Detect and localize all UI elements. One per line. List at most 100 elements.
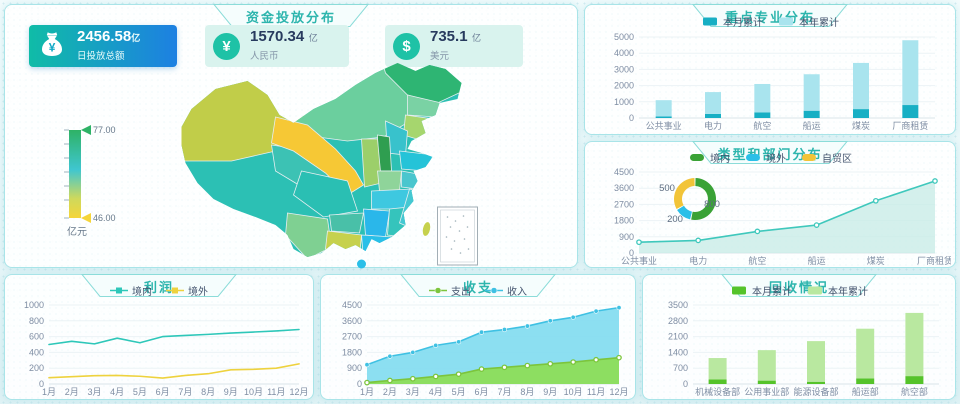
svg-text:公共事业: 公共事业 [646, 120, 682, 131]
legend-item[interactable]: 支出 [429, 283, 471, 298]
svg-text:¥: ¥ [49, 40, 56, 54]
kpi-unit: 亿 [472, 32, 482, 43]
province-guangdong[interactable] [361, 234, 394, 259]
svg-text:6月: 6月 [475, 387, 489, 397]
visualmap-handle-min[interactable] [81, 213, 91, 223]
legend-item[interactable]: 境外 [166, 283, 208, 298]
legend-label: 境外 [766, 154, 786, 165]
visualmap-max: 77.00 [93, 125, 116, 135]
panel-title: 资金投放分布 [245, 10, 336, 25]
kpi-value: 2456.58 [77, 27, 132, 45]
panel-balance: 收支 支出 收入 0 900 1800 2700 3600 4500 1月 2月 3月 4月 5月 6月… [320, 274, 636, 400]
kpi-label: 人民币 [250, 51, 279, 62]
kpi-unit: 亿 [308, 32, 318, 43]
profit-chart[interactable]: 0 200 400 600 800 1000 1月 2月 3月 4月 5月 6月 7月 8月 9月 10月 11… [11, 299, 309, 397]
legend-item[interactable]: 收入 [485, 283, 527, 298]
svg-text:4月: 4月 [110, 387, 124, 397]
panel-profit: 利润 境内 境外 0 200 400 600 800 1000 1月 2月 3月 4月 5月 6月 7月 8… [4, 274, 314, 400]
svg-text:1800: 1800 [342, 347, 362, 357]
province-shandong[interactable] [399, 150, 435, 172]
panel-funds: 资金投放分布 ¥ 2456.58亿 日投放总额 ¥ 1570.34 亿 人民币 … [4, 4, 578, 269]
svg-text:电力: 电力 [704, 120, 722, 131]
visualmap-handle-max[interactable] [81, 125, 91, 135]
legend-label: 支出 [451, 287, 471, 298]
province-guizhou[interactable] [329, 212, 364, 234]
svg-text:400: 400 [29, 347, 44, 357]
legend-item[interactable]: 本年累计 [806, 283, 868, 298]
legend-item[interactable]: 本月累计 [730, 283, 792, 298]
svg-text:公用事业部: 公用事业部 [744, 386, 789, 397]
legend-label: 本月累计 [723, 18, 763, 29]
legend-label: 本年累计 [828, 287, 868, 298]
visualmap-min: 46.00 [93, 213, 116, 223]
svg-text:航空: 航空 [748, 255, 766, 266]
province-gansu[interactable] [271, 116, 365, 196]
province-hainan[interactable] [357, 259, 366, 269]
svg-text:200: 200 [29, 363, 44, 373]
svg-text:900: 900 [619, 232, 634, 242]
province-henan[interactable] [377, 170, 402, 192]
province-jiangsu[interactable] [401, 170, 425, 190]
svg-text:2月: 2月 [383, 387, 397, 397]
majors-chart[interactable]: 0 1000 2000 3000 4000 5000 公共事业 电力 航空 船运 煤炭 厂商租赁 [591, 31, 951, 131]
panel-title: 收支 [462, 280, 493, 295]
svg-text:船运: 船运 [803, 120, 821, 131]
svg-text:3月: 3月 [406, 387, 420, 397]
province-yunnan[interactable] [285, 212, 332, 259]
svg-text:700: 700 [673, 363, 688, 373]
visualmap-unit: 亿元 [67, 225, 87, 238]
profit-legend: 境内 境外 [5, 283, 313, 298]
svg-text:0: 0 [39, 379, 44, 389]
svg-text:10月: 10月 [244, 387, 263, 397]
svg-text:厂商租赁: 厂商租赁 [892, 120, 928, 131]
china-map[interactable] [173, 59, 518, 274]
legend-label: 本年累计 [799, 18, 839, 29]
legend-item[interactable]: 境内 [688, 150, 730, 165]
legend-item[interactable]: 自贸区 [800, 150, 852, 165]
panel-recovery: 回收情况 本月累计 本年累计 0 700 1400 2100 2800 3500 机械设备部公… [642, 274, 956, 400]
svg-text:0: 0 [629, 248, 634, 258]
dollar-icon: $ [393, 32, 420, 60]
types-legend: 境内 境外 自贸区 [585, 150, 955, 165]
svg-text:11月: 11月 [267, 387, 285, 397]
svg-text:2700: 2700 [614, 199, 634, 209]
legend-item[interactable]: 本月累计 [701, 14, 763, 29]
legend-item[interactable]: 本年累计 [777, 14, 839, 29]
svg-text:煤炭: 煤炭 [852, 120, 870, 131]
svg-text:3000: 3000 [614, 64, 634, 74]
recovery-chart[interactable]: 0 700 1400 2100 2800 3500 机械设备部 公用事业部 能源设备部 船运部 航空… [649, 299, 951, 397]
recovery-legend: 本月累计 本年累计 [643, 283, 955, 298]
map-inset [437, 206, 478, 266]
svg-text:12月: 12月 [289, 387, 308, 397]
province-jiangxi[interactable] [387, 206, 410, 238]
svg-text:0: 0 [629, 113, 634, 123]
types-chart[interactable]: 0 900 1800 2700 3600 4500 公共事业 电力 航空 船运 煤炭 厂商租赁 800 2… [591, 166, 953, 266]
svg-text:5月: 5月 [133, 387, 147, 397]
legend-item[interactable]: 境内 [110, 283, 152, 298]
donut-chart: 800 200 500 [659, 178, 720, 225]
province-hunan[interactable] [363, 208, 390, 238]
svg-text:0: 0 [683, 379, 688, 389]
svg-text:7月: 7月 [497, 387, 511, 397]
kpi-unit: 亿 [131, 32, 141, 43]
svg-text:能源设备部: 能源设备部 [793, 386, 838, 397]
kpi-label: 美元 [430, 51, 450, 62]
kpi-card-rmb: ¥ 1570.34 亿 人民币 [205, 25, 349, 67]
svg-text:10月: 10月 [564, 387, 583, 397]
legend-item[interactable]: 境外 [744, 150, 786, 165]
panel-title: 类型和部门分布 [717, 147, 823, 162]
svg-text:航空: 航空 [753, 120, 771, 131]
yuan-icon: ¥ [213, 32, 240, 60]
kpi-card-total: ¥ 2456.58亿 日投放总额 [29, 25, 177, 67]
province-guangxi[interactable] [325, 230, 362, 257]
province-taiwan[interactable] [422, 221, 432, 236]
balance-chart[interactable]: 0 900 1800 2700 3600 4500 1月 2月 3月 4月 5月 6月 7月 8月 9月 10… [329, 299, 629, 397]
panel-types: 类型和部门分布 境内 境外 自贸区 0 900 1800 2700 3600 4500 公共事业… [584, 141, 956, 268]
svg-text:公共事业: 公共事业 [621, 255, 657, 266]
svg-text:800: 800 [704, 199, 720, 210]
svg-text:船运: 船运 [808, 255, 826, 266]
svg-text:2100: 2100 [668, 332, 688, 342]
visualmap[interactable]: 77.00 46.00 亿元 [53, 121, 145, 250]
svg-text:11月: 11月 [587, 387, 605, 397]
